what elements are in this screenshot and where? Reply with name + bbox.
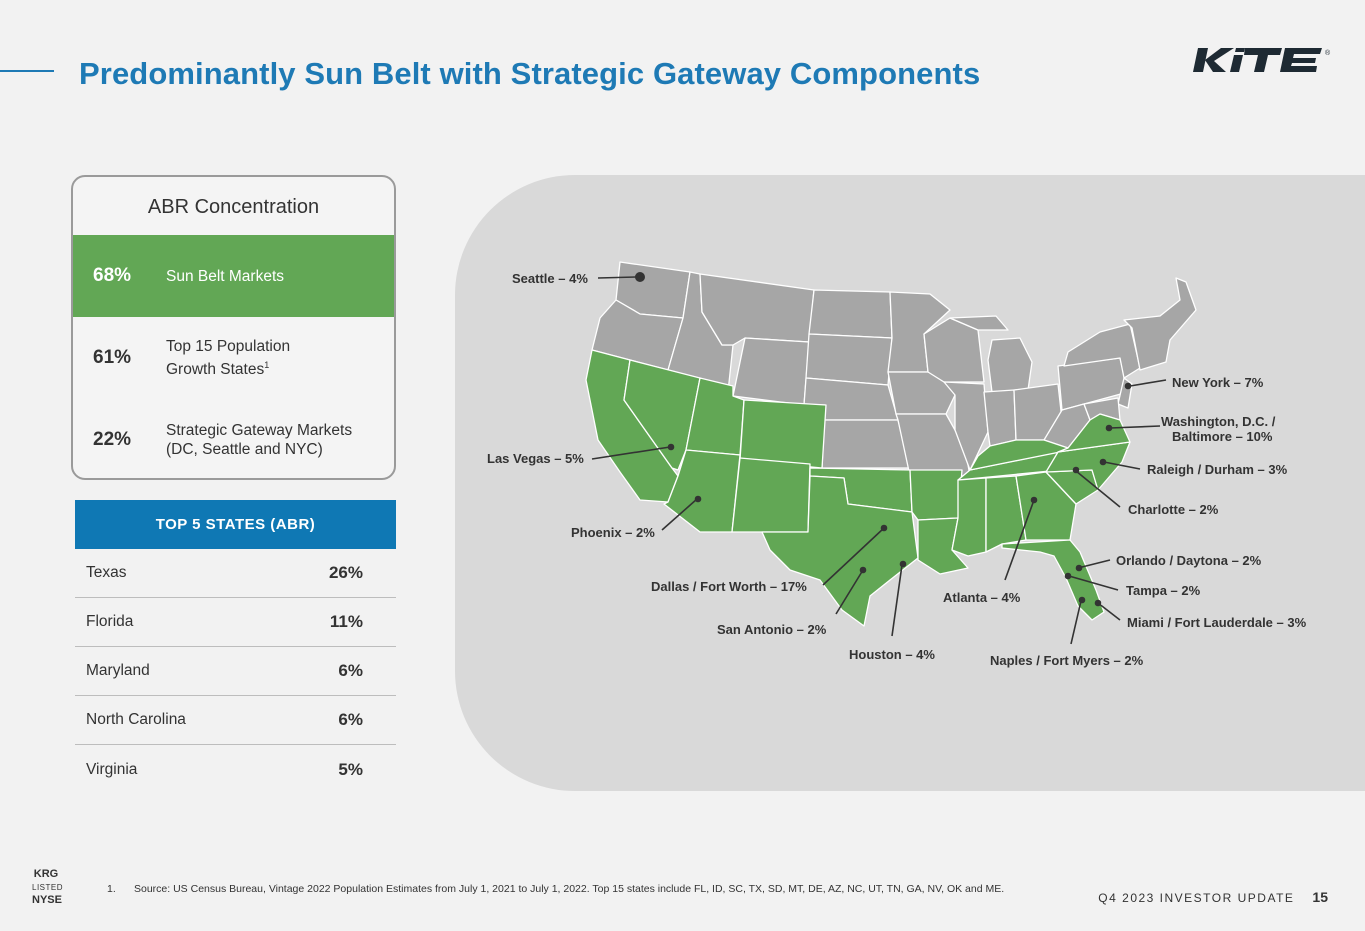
- abr-pct: 22%: [93, 429, 132, 450]
- label-new-york: New York – 7%: [1172, 375, 1264, 390]
- svg-text:®: ®: [1325, 49, 1331, 57]
- kite-logo: ®: [1193, 48, 1331, 72]
- state-name: Texas: [86, 564, 127, 581]
- label-phoenix: Phoenix – 2%: [571, 525, 655, 540]
- label-washington-line1: Washington, D.C. /: [1161, 414, 1276, 429]
- state-value: 6%: [338, 661, 363, 680]
- state-value: 5%: [338, 759, 363, 779]
- abr-label: Top 15 Population Growth States1: [166, 337, 291, 379]
- abr-row-growth-states: 61% Top 15 Population Growth States1: [73, 317, 394, 399]
- label-las-vegas: Las Vegas – 5%: [487, 451, 584, 466]
- label-houston: Houston – 4%: [849, 647, 935, 662]
- abr-row-gateway-markets: 22% Strategic Gateway Markets (DC, Seatt…: [73, 399, 394, 478]
- label-orlando: Orlando / Daytona – 2%: [1116, 553, 1262, 568]
- abr-label: Strategic Gateway Markets (DC, Seattle a…: [166, 422, 353, 458]
- state-name: Maryland: [86, 662, 150, 679]
- ticker-badge: KRG LISTED NYSE: [32, 868, 64, 907]
- label-tampa: Tampa – 2%: [1126, 583, 1201, 598]
- state-name: Virginia: [86, 760, 138, 778]
- table-row: Texas 26%: [75, 549, 396, 598]
- label-naples: Naples / Fort Myers – 2%: [990, 653, 1144, 668]
- label-raleigh: Raleigh / Durham – 3%: [1147, 462, 1288, 477]
- label-miami: Miami / Fort Lauderdale – 3%: [1127, 615, 1307, 630]
- header-rule: [0, 70, 54, 72]
- ticker-symbol: KRG: [33, 868, 59, 880]
- footnote-text: Source: US Census Bureau, Vintage 2022 P…: [134, 883, 1005, 895]
- table-row: Maryland 6%: [75, 647, 396, 696]
- map-leader-lines: [591, 276, 1167, 645]
- abr-pct: 68%: [93, 265, 132, 286]
- footer-doc-label: Q4 2023 INVESTOR UPDATE 15: [1098, 889, 1328, 905]
- top-states-header: TOP 5 STATES (ABR): [75, 500, 396, 549]
- state-name: Florida: [86, 613, 134, 630]
- abr-card-title: ABR Concentration: [147, 196, 320, 218]
- state-value: 11%: [329, 612, 363, 631]
- label-atlanta: Atlanta – 4%: [943, 590, 1021, 605]
- abr-label: Sun Belt Markets: [166, 267, 285, 285]
- page-number: 15: [1312, 889, 1328, 905]
- abr-concentration-card: ABR Concentration 68% Sun Belt Markets 6…: [71, 175, 396, 480]
- map-city-dots: [635, 272, 1132, 607]
- footnote-number: 1.: [107, 883, 116, 895]
- map-sunbelt-states: [585, 349, 1131, 627]
- doc-label: Q4 2023 INVESTOR UPDATE: [1098, 891, 1295, 905]
- abr-row-sunbelt: 68% Sun Belt Markets: [73, 235, 394, 317]
- label-san-antonio: San Antonio – 2%: [717, 622, 827, 637]
- footnote: 1. Source: US Census Bureau, Vintage 2022…: [107, 883, 1004, 895]
- state-value: 6%: [338, 710, 363, 729]
- us-map: Seattle – 4% Las Vegas – 5% Phoenix – 2%…: [487, 261, 1307, 668]
- ticker-exchange: NYSE: [32, 894, 62, 906]
- table-row: North Carolina 6%: [75, 696, 396, 745]
- table-row: Florida 11%: [75, 598, 396, 647]
- abr-pct: 61%: [93, 347, 132, 368]
- page-title: Predominantly Sun Belt with Strategic Ga…: [79, 56, 981, 91]
- state-name: North Carolina: [86, 711, 186, 728]
- state-value: 26%: [328, 563, 363, 582]
- footnote-ref: 1: [264, 359, 270, 370]
- label-washington-line2: Baltimore – 10%: [1172, 429, 1273, 444]
- ticker-listed: LISTED: [32, 883, 64, 892]
- label-seattle: Seattle – 4%: [512, 271, 588, 286]
- label-dallas: Dallas / Fort Worth – 17%: [651, 579, 807, 594]
- label-charlotte: Charlotte – 2%: [1128, 502, 1219, 517]
- map-other-states: [591, 261, 1197, 477]
- table-row: Virginia 5%: [75, 745, 396, 794]
